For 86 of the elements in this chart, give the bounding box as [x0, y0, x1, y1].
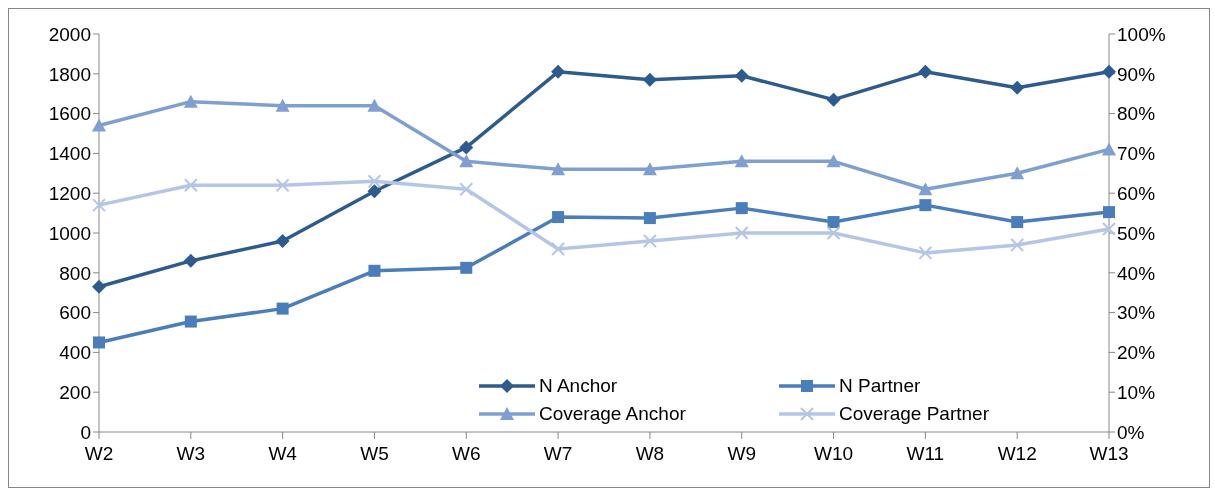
- point: [734, 154, 749, 168]
- y-tick-label: 1800: [48, 63, 91, 85]
- x-tick-label: W3: [176, 443, 206, 465]
- y2-tick-label: 100%: [1117, 23, 1166, 45]
- point: [734, 226, 749, 240]
- point: [827, 216, 840, 229]
- point: [92, 198, 106, 213]
- y-tick-label: 200: [59, 381, 91, 403]
- y2-tick-label: 30%: [1117, 302, 1156, 324]
- legend-label: N Partner: [839, 375, 921, 397]
- point: [826, 92, 841, 107]
- y-tick-label: 600: [59, 302, 91, 324]
- point: [642, 72, 657, 87]
- y-tick-label: 2000: [48, 23, 91, 45]
- y-tick-label: 800: [59, 262, 91, 284]
- x-tick-label: W12: [997, 443, 1037, 465]
- point: [92, 118, 106, 132]
- y-tick-label: 1400: [48, 143, 91, 165]
- x-tick-label: W2: [84, 443, 114, 465]
- point: [551, 162, 566, 176]
- point: [734, 68, 749, 83]
- x-tick-label: W13: [1089, 443, 1129, 465]
- point: [551, 241, 566, 256]
- point: [1011, 216, 1024, 229]
- y2-tick-label: 40%: [1117, 262, 1156, 284]
- x-tick-label: W10: [814, 443, 854, 465]
- x-tick-label: W8: [635, 443, 665, 465]
- point: [642, 233, 657, 248]
- point: [275, 233, 290, 248]
- point: [826, 154, 841, 168]
- point: [93, 336, 105, 349]
- point: [459, 182, 474, 197]
- point: [275, 98, 290, 112]
- point: [918, 245, 933, 260]
- y2-tick-label: 20%: [1117, 342, 1156, 364]
- point: [183, 178, 198, 193]
- point: [184, 315, 197, 328]
- point: [459, 154, 474, 168]
- point: [1010, 166, 1025, 180]
- point: [368, 264, 381, 277]
- point: [1010, 237, 1025, 252]
- y2-tick-label: 50%: [1117, 222, 1156, 244]
- point: [551, 64, 566, 79]
- point: [183, 94, 198, 108]
- point: [183, 253, 198, 268]
- legend-label: Coverage Anchor: [539, 403, 686, 425]
- point: [919, 199, 932, 212]
- y-tick-label: 1200: [48, 182, 91, 204]
- point: [460, 261, 473, 274]
- point: [367, 98, 382, 112]
- y2-tick-label: 70%: [1117, 143, 1156, 165]
- point: [826, 226, 841, 240]
- point: [735, 202, 748, 215]
- y2-tick-label: 0%: [1117, 421, 1145, 443]
- legend-label: Coverage Partner: [839, 403, 989, 425]
- point: [1102, 222, 1116, 237]
- point: [918, 182, 933, 196]
- y-tick-label: 1600: [48, 103, 91, 125]
- y2-tick-label: 90%: [1117, 63, 1156, 85]
- y-tick-label: 0: [80, 421, 91, 443]
- legend-label: N Anchor: [539, 375, 618, 397]
- y2-tick-label: 80%: [1117, 103, 1156, 125]
- x-tick-label: W4: [268, 443, 298, 465]
- x-tick-label: W7: [543, 443, 573, 465]
- point: [459, 140, 474, 155]
- y-tick-label: 400: [59, 342, 91, 364]
- x-tick-label: W5: [360, 443, 389, 465]
- point: [552, 211, 565, 224]
- x-tick-label: W6: [452, 443, 481, 465]
- point: [642, 162, 657, 176]
- point: [1102, 142, 1116, 156]
- y2-tick-label: 10%: [1117, 381, 1156, 403]
- point: [643, 212, 656, 225]
- x-tick-label: W9: [727, 443, 756, 465]
- point: [92, 279, 106, 294]
- point: [1103, 206, 1115, 219]
- x-tick-label: W11: [906, 443, 945, 465]
- point: [275, 178, 290, 193]
- y2-tick-label: 60%: [1117, 182, 1156, 204]
- point: [1102, 64, 1116, 79]
- point: [276, 302, 289, 315]
- point: [367, 174, 382, 189]
- point: [367, 184, 382, 199]
- point: [1010, 80, 1025, 95]
- point: [918, 64, 933, 79]
- y-tick-label: 1000: [48, 222, 91, 244]
